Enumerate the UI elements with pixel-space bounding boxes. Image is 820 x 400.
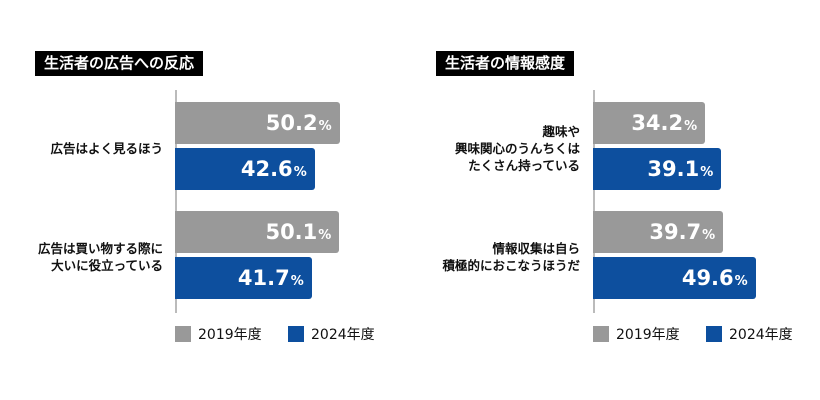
legend-label: 2019年度 xyxy=(616,327,680,343)
legend-swatch xyxy=(288,326,304,342)
category-label: 情報収集は自ら 積極的におこなうほうだ xyxy=(442,241,580,273)
category-label: 趣味や 興味関心のうんちくは たくさん持っている xyxy=(454,123,580,173)
category-label: 広告はよく見るほう xyxy=(50,140,163,156)
legend-label: 2024年度 xyxy=(729,327,793,343)
data-label: 42.6 xyxy=(240,157,293,181)
y-axis-line xyxy=(593,90,595,313)
bar-2024年度: 49.6% xyxy=(593,257,756,299)
data-label: 50.1 xyxy=(265,220,318,244)
bar-2024年度: 42.6% xyxy=(175,148,315,190)
category-label: 広告は買い物する際に 大いに役立っている xyxy=(37,241,163,273)
percent-sign: % xyxy=(290,274,304,289)
legend-item: 2024年度 xyxy=(706,324,793,344)
y-axis-line xyxy=(175,90,177,313)
bar-2024年度: 41.7% xyxy=(175,257,312,299)
legend-swatch xyxy=(593,326,609,342)
percent-sign: % xyxy=(684,119,698,134)
bar-2019年度: 39.7% xyxy=(593,211,724,253)
legend-swatch xyxy=(175,326,191,342)
data-label: 50.2 xyxy=(265,111,318,135)
percent-sign: % xyxy=(702,228,716,243)
legend-label: 2024年度 xyxy=(311,327,375,343)
percent-sign: % xyxy=(734,274,748,289)
data-label: 39.1 xyxy=(647,157,700,181)
bar-2019年度: 50.1% xyxy=(175,211,340,253)
data-label: 39.7 xyxy=(649,220,702,244)
legend-swatch xyxy=(706,326,722,342)
chart-title: 生活者の情報感度 xyxy=(436,51,575,76)
chart-title: 生活者の広告への反応 xyxy=(35,51,204,76)
legend-item: 2019年度 xyxy=(175,324,262,344)
data-label: 34.2 xyxy=(631,111,684,135)
data-label: 41.7 xyxy=(237,266,290,290)
percent-sign: % xyxy=(318,228,332,243)
percent-sign: % xyxy=(318,119,332,134)
bar-2019年度: 34.2% xyxy=(593,102,706,144)
legend-label: 2019年度 xyxy=(198,327,262,343)
percent-sign: % xyxy=(293,165,307,180)
legend-item: 2024年度 xyxy=(288,324,375,344)
bar-2024年度: 39.1% xyxy=(593,148,722,190)
legend-item: 2019年度 xyxy=(593,324,680,344)
data-label: 49.6 xyxy=(681,266,734,290)
bar-2019年度: 50.2% xyxy=(175,102,340,144)
percent-sign: % xyxy=(700,165,714,180)
